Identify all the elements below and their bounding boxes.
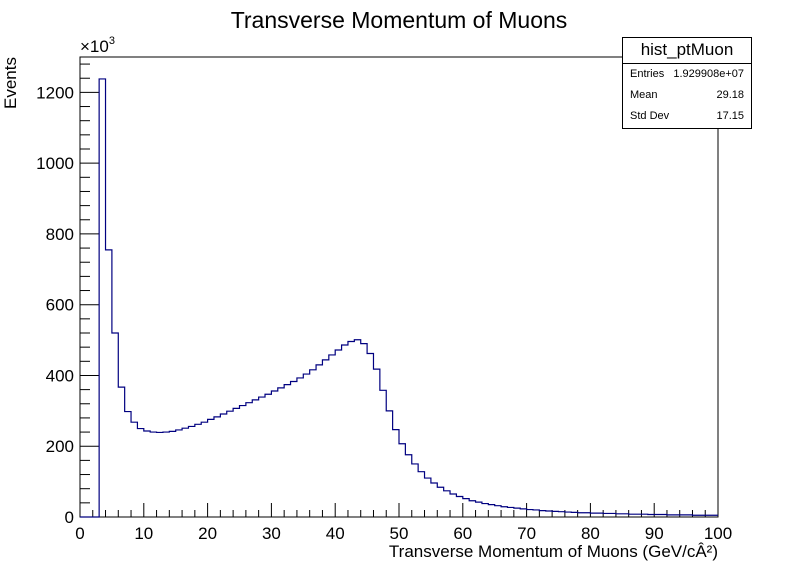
stats-row-stddev: Std Dev 17.15 <box>623 106 751 127</box>
chart-title: Transverse Momentum of Muons <box>231 7 568 33</box>
stats-row-entries: Entries 1.929908e+07 <box>623 64 751 85</box>
x-tick-label: 10 <box>134 524 153 543</box>
x-tick-label: 100 <box>704 524 732 543</box>
y-tick-label: 1200 <box>36 83 74 102</box>
y-tick-label: 800 <box>46 225 74 244</box>
y-axis-tick-labels: 0 200 400 600 800 1000 1200 <box>36 83 74 527</box>
stats-label-entries: Entries <box>630 68 665 80</box>
y-tick-label: 0 <box>65 508 74 527</box>
stats-label-stddev: Std Dev <box>630 110 670 122</box>
y-tick-label: 1000 <box>36 154 74 173</box>
y-tick-label: 200 <box>46 437 74 456</box>
stats-row-mean: Mean 29.18 <box>623 85 751 106</box>
stats-title: hist_ptMuon <box>623 38 751 64</box>
x-tick-label: 50 <box>390 524 409 543</box>
x-axis-label: Transverse Momentum of Muons (GeV/cÂ²) <box>389 542 718 561</box>
x-axis-ticks <box>79 503 719 517</box>
y-tick-label: 600 <box>46 296 74 315</box>
stats-label-mean: Mean <box>630 89 658 101</box>
stats-value-entries: 1.929908e+07 <box>673 68 744 80</box>
y-axis-label: Events <box>1 57 20 109</box>
x-tick-label: 0 <box>75 524 84 543</box>
x-tick-label: 70 <box>517 524 536 543</box>
y-axis-exponent: ×103 <box>80 35 115 56</box>
histogram-series-line <box>80 78 718 518</box>
y-axis-ticks <box>80 63 99 518</box>
x-tick-label: 80 <box>581 524 600 543</box>
stats-value-mean: 29.18 <box>716 89 744 101</box>
x-tick-label: 40 <box>326 524 345 543</box>
x-tick-label: 90 <box>645 524 664 543</box>
stats-box: hist_ptMuon Entries 1.929908e+07 Mean 29… <box>622 37 752 129</box>
x-tick-label: 30 <box>262 524 281 543</box>
x-axis-tick-labels: 0 10 20 30 40 50 60 70 80 90 100 <box>75 524 732 543</box>
stats-value-stddev: 17.15 <box>716 110 744 122</box>
y-tick-label: 400 <box>46 366 74 385</box>
x-tick-label: 60 <box>453 524 472 543</box>
x-tick-label: 20 <box>198 524 217 543</box>
